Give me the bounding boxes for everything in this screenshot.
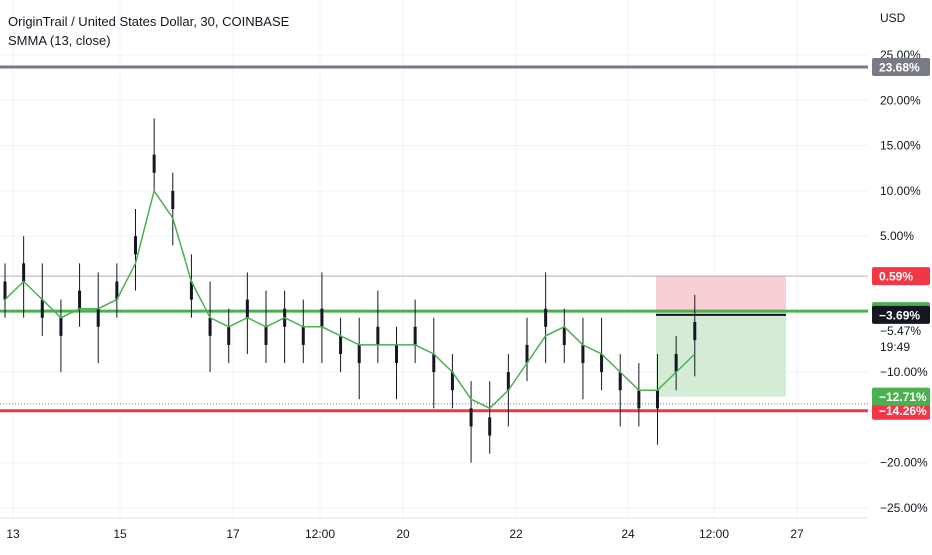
time-tick-label: 17 [226, 527, 240, 541]
line-gray-label: 23.68% [879, 60, 920, 74]
line-red-tag [872, 401, 930, 420]
chart-legend: OriginTrail / United States Dollar, 30, … [8, 12, 289, 50]
candle-body [96, 308, 100, 327]
last-price-label: −5.47% [880, 324, 921, 338]
price-axis-unit: USD [880, 11, 906, 25]
symbol-title[interactable]: OriginTrail / United States Dollar, 30, … [8, 14, 290, 29]
candle-body [59, 317, 63, 336]
price-tick-label: −25.00% [880, 501, 928, 515]
time-tick-label: 20 [396, 527, 410, 541]
take-profit-zone [656, 314, 786, 397]
stop-tag [872, 267, 930, 286]
candle-body [544, 308, 548, 327]
smma-line [4, 189, 696, 410]
time-tick-label: 15 [113, 527, 127, 541]
candle-body [357, 344, 361, 364]
countdown-label: 19:49 [880, 340, 910, 354]
time-tick-label: 24 [621, 527, 635, 541]
price-tick-label: 5.00% [880, 229, 914, 243]
candle-body [376, 326, 380, 345]
candle-body [22, 263, 26, 282]
candle-body [562, 326, 566, 345]
entry-tag [872, 305, 930, 324]
candle-body [618, 372, 622, 391]
price-tick-label: 10.00% [880, 184, 921, 198]
entry-label: −3.69% [879, 308, 920, 322]
candle-body [339, 335, 343, 354]
candle-body [227, 326, 231, 345]
target-tag [872, 387, 930, 406]
candle-body [488, 417, 492, 436]
candle-body [189, 281, 193, 300]
candle-body [674, 353, 678, 373]
candle-body [469, 408, 473, 427]
candle-body [600, 353, 604, 373]
indicator-title[interactable]: SMMA (13, close) [8, 33, 111, 48]
time-tick-label: 12:00 [699, 527, 729, 541]
candle-body [40, 299, 44, 318]
candle-body [581, 344, 585, 364]
candle-body [656, 390, 659, 409]
line-gray-tag [872, 57, 930, 76]
candle-body [152, 154, 156, 173]
price-tick-label: −20.00% [880, 456, 928, 470]
time-axis[interactable]: 13 15 17 12:00 20 22 24 12:00 27 [0, 517, 868, 541]
candle-body [320, 308, 324, 327]
candle-body [506, 372, 510, 391]
candle-body [134, 236, 137, 255]
smma-series-line [4, 189, 696, 410]
target-label: −12.71% [879, 390, 927, 404]
price-axis[interactable]: USD25.00%20.00%15.00%10.00%5.00%−10.00%−… [868, 0, 932, 550]
candle-body [395, 344, 398, 364]
candle-body [432, 353, 436, 373]
candle-body [3, 281, 7, 300]
grid [0, 0, 868, 518]
price-tick-label: 20.00% [880, 93, 921, 107]
candle-body [208, 317, 212, 336]
stop-label: 0.59% [879, 270, 913, 284]
candle-body [301, 326, 305, 345]
candle-body [171, 190, 175, 210]
position-zones [656, 276, 786, 397]
candle-body [450, 372, 454, 391]
candle-body [115, 281, 119, 300]
candle-body [264, 326, 268, 345]
candle-body [245, 299, 249, 318]
price-tick-label: −10.00% [880, 365, 928, 379]
horizontal-lines[interactable] [0, 65, 868, 413]
line-red-label: −14.26% [879, 404, 927, 418]
stop-loss-zone [656, 276, 786, 315]
time-tick-label: 22 [509, 527, 523, 541]
price-tick-label: 15.00% [880, 139, 921, 153]
candle-body [413, 326, 417, 345]
time-tick-label: 13 [6, 527, 20, 541]
time-tick-label: 27 [790, 527, 804, 541]
time-tick-label: 12:00 [305, 527, 335, 541]
candle-body [693, 321, 697, 341]
candle-body [525, 344, 529, 364]
candle-body [78, 290, 82, 309]
candle-body [637, 390, 641, 409]
